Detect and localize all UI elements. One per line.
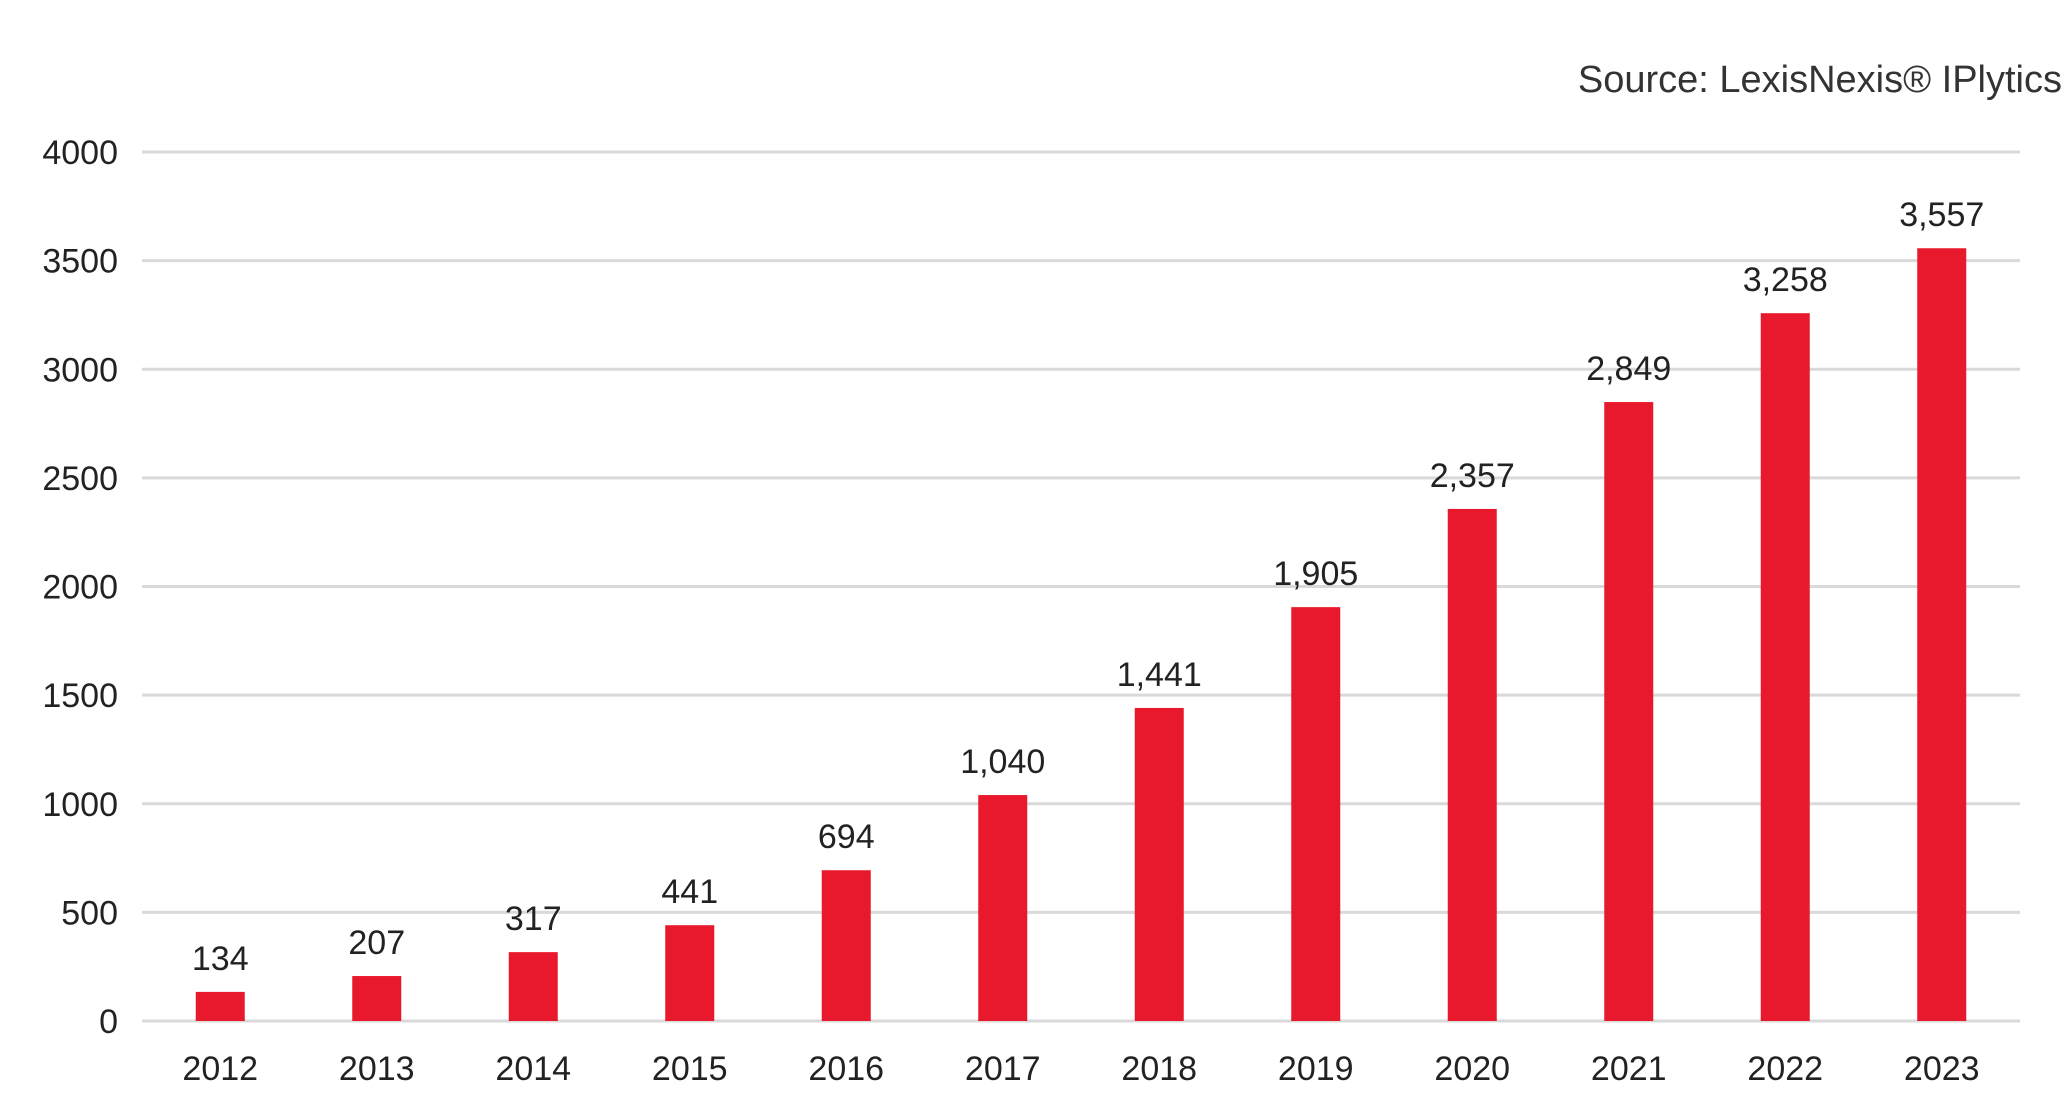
x-tick-label: 2015 xyxy=(652,1050,728,1088)
bar xyxy=(1917,248,1967,1021)
data-label: 2,849 xyxy=(1586,350,1671,388)
data-label: 694 xyxy=(818,818,875,856)
x-tick-label: 2022 xyxy=(1747,1050,1823,1088)
x-axis-tick-labels: 2012 2013 2014 2015 2016 2017 2018 2019 2020 2021… xyxy=(182,1050,1979,1088)
x-tick-label: 2018 xyxy=(1121,1050,1197,1088)
data-label: 134 xyxy=(192,940,249,978)
y-tick-label: 0 xyxy=(99,1003,118,1041)
x-tick-label: 2021 xyxy=(1591,1050,1667,1088)
bar xyxy=(1447,508,1497,1021)
bar xyxy=(1291,607,1341,1021)
x-tick-label: 2017 xyxy=(965,1050,1041,1088)
data-label: 1,441 xyxy=(1117,656,1202,694)
x-tick-label: 2023 xyxy=(1904,1050,1980,1088)
y-tick-label: 3000 xyxy=(42,351,118,389)
data-label: 441 xyxy=(661,873,718,911)
x-tick-label: 2016 xyxy=(808,1050,884,1088)
data-label: 1,905 xyxy=(1273,555,1358,593)
y-tick-label: 1500 xyxy=(42,677,118,715)
x-tick-label: 2014 xyxy=(495,1050,571,1088)
data-label: 2,357 xyxy=(1430,457,1515,495)
x-tick-label: 2019 xyxy=(1278,1050,1354,1088)
bar xyxy=(1134,707,1184,1021)
x-tick-label: 2020 xyxy=(1434,1050,1510,1088)
x-tick-label: 2013 xyxy=(339,1050,415,1088)
data-label: 207 xyxy=(348,924,405,962)
bar xyxy=(195,991,245,1021)
bar xyxy=(352,976,402,1021)
bars xyxy=(195,248,1967,1022)
source-note: Source: LexisNexis® IPlytics xyxy=(1578,59,2062,101)
gridlines xyxy=(142,150,2020,1023)
y-tick-label: 2500 xyxy=(42,460,118,498)
data-label: 1,040 xyxy=(960,743,1045,781)
data-label: 3,557 xyxy=(1899,196,1984,234)
y-tick-label: 1000 xyxy=(42,786,118,824)
bar xyxy=(821,870,871,1021)
y-tick-label: 4000 xyxy=(42,134,118,172)
bar xyxy=(665,925,715,1021)
bar xyxy=(1604,402,1654,1021)
y-tick-label: 2000 xyxy=(42,569,118,607)
data-label: 317 xyxy=(505,900,562,938)
y-tick-label: 3500 xyxy=(42,243,118,281)
y-tick-label: 500 xyxy=(61,894,118,932)
x-tick-label: 2012 xyxy=(182,1050,258,1088)
bar xyxy=(508,952,558,1021)
y-axis-tick-labels: 0 500 1000 1500 2000 2500 3000 3500 4000 xyxy=(42,134,118,1041)
data-label: 3,258 xyxy=(1743,261,1828,299)
bar xyxy=(1760,313,1810,1022)
bar xyxy=(978,795,1028,1021)
data-labels: 134 207 317 441 694 1,040 1,441 1,905 2,357 2,849… xyxy=(192,196,1984,978)
